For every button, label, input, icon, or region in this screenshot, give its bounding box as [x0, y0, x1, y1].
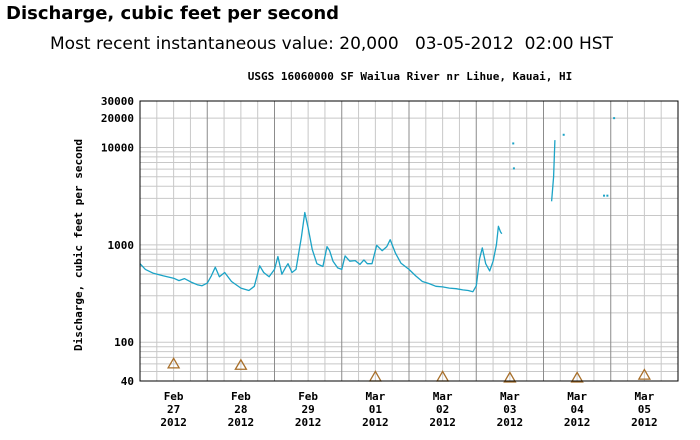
series-line-1	[139, 211, 503, 293]
measurement-marker	[570, 371, 584, 383]
y-tick-label: 10000	[101, 141, 134, 154]
y-axis-label: Discharge, cubic feet per second	[72, 139, 85, 351]
y-tick-labels: 40 100 1000 10000 20000 30000	[101, 95, 134, 388]
x-tick-labels: Feb272012Feb282012Feb292012Mar012012Mar0…	[160, 390, 657, 429]
data-point	[562, 133, 565, 136]
data-point	[613, 117, 616, 120]
x-tick-label: 01	[369, 403, 383, 416]
data-point	[603, 194, 606, 197]
x-tick-label: 29	[302, 403, 315, 416]
x-tick-label: 2012	[497, 416, 524, 429]
chart-title: USGS 16060000 SF Wailua River nr Lihue, …	[248, 70, 573, 83]
recent-label: Most recent instantaneous value:	[50, 34, 334, 54]
x-tick-label: 04	[571, 403, 585, 416]
x-tick-label: 2012	[429, 416, 456, 429]
x-tick-label: Mar	[567, 390, 587, 403]
measurement-marker	[637, 368, 652, 380]
y-tick-label: 20000	[101, 112, 134, 125]
plot-frame	[139, 100, 679, 382]
x-tick-label: 02	[436, 403, 449, 416]
data-point	[606, 194, 609, 197]
marker-layer	[166, 357, 652, 383]
x-tick-label: Mar	[433, 390, 453, 403]
x-tick-label: 03	[503, 403, 516, 416]
x-tick-label: 2012	[631, 416, 658, 429]
measurement-marker	[234, 358, 248, 370]
series-line-2	[550, 140, 556, 202]
grid	[140, 100, 678, 381]
x-tick-label: 2012	[362, 416, 389, 429]
x-tick-label: 2012	[160, 416, 187, 429]
x-tick-label: 2012	[228, 416, 255, 429]
measurement-marker	[503, 371, 517, 383]
x-tick-label: Feb	[164, 390, 184, 403]
x-tick-label: 2012	[564, 416, 591, 429]
series-layer	[139, 117, 616, 293]
x-tick-label: Mar	[365, 390, 385, 403]
x-tick-label: 28	[234, 403, 247, 416]
y-tick-label: 1000	[108, 239, 135, 252]
x-tick-label: Mar	[634, 390, 654, 403]
data-point	[512, 167, 515, 170]
page-heading: Discharge, cubic feet per second	[6, 3, 340, 24]
y-tick-label: 100	[114, 336, 134, 349]
recent-value-line: Most recent instantaneous value: 20,000 …	[50, 34, 613, 54]
measurement-marker	[166, 357, 181, 369]
x-tick-label: Mar	[500, 390, 520, 403]
x-tick-label: 2012	[295, 416, 322, 429]
y-tick-label: 40	[121, 375, 134, 388]
x-tick-label: 05	[638, 403, 651, 416]
y-tick-label: 30000	[101, 95, 134, 108]
x-tick-label: Feb	[231, 390, 251, 403]
recent-value: 20,000	[339, 34, 399, 54]
recent-date: 03-05-2012	[414, 34, 514, 54]
data-point	[512, 142, 515, 145]
x-tick-label: 27	[167, 403, 180, 416]
recent-time: 02:00 HST	[524, 34, 613, 54]
x-tick-label: Feb	[298, 390, 318, 403]
